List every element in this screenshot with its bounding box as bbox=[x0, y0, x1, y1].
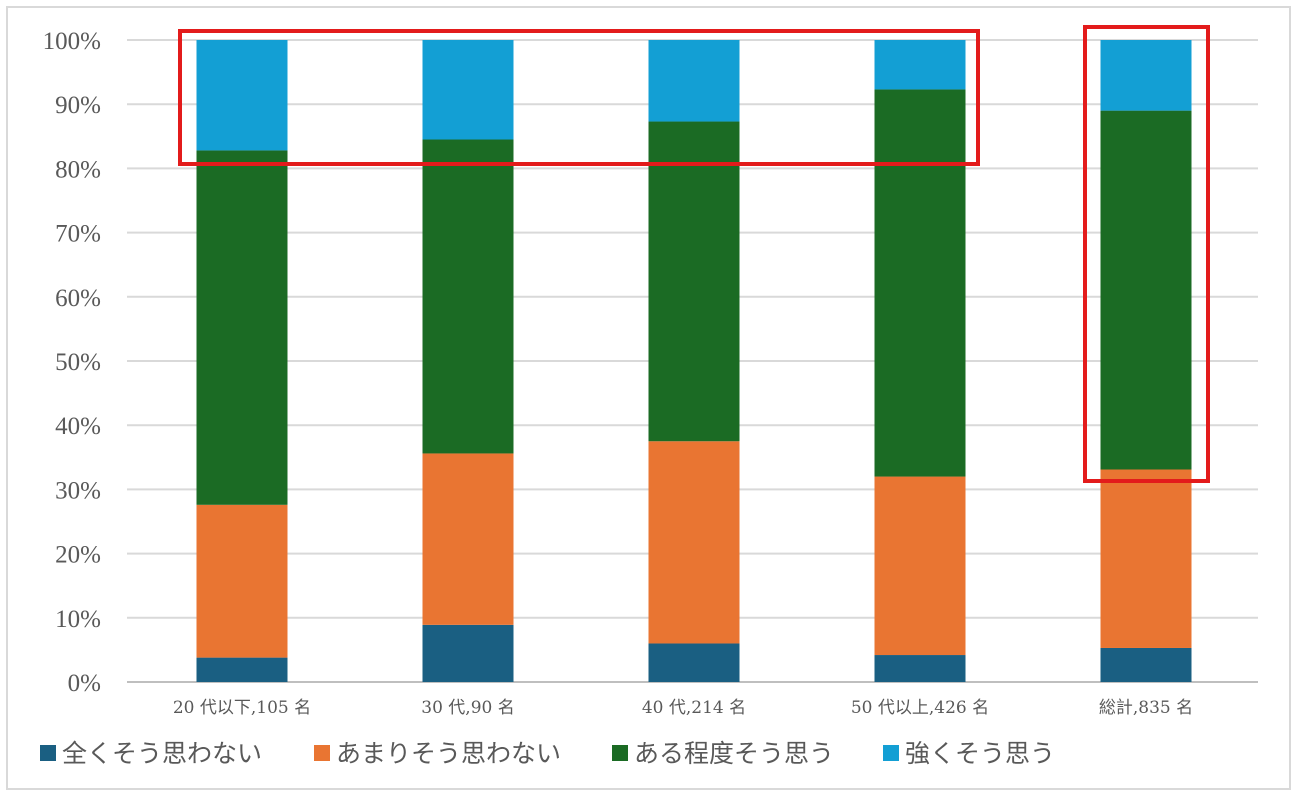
bar-segment bbox=[648, 441, 740, 644]
bar-segment bbox=[422, 40, 514, 140]
bar-segment bbox=[648, 643, 740, 682]
y-tick-label: 60% bbox=[55, 285, 101, 312]
legend-label: 全くそう思わない bbox=[62, 739, 262, 768]
y-tick-label: 70% bbox=[55, 221, 101, 248]
y-tick-label: 0% bbox=[68, 670, 101, 697]
bar-segment bbox=[874, 40, 966, 90]
x-category-label: 50 代以上,426 名 bbox=[851, 698, 989, 718]
legend-swatch bbox=[314, 745, 330, 761]
bar-segment bbox=[196, 657, 288, 682]
legend-swatch bbox=[612, 745, 628, 761]
bar-segment bbox=[1100, 647, 1192, 682]
bar-segment bbox=[874, 89, 966, 477]
bar-segment bbox=[422, 624, 514, 682]
y-tick-label: 30% bbox=[55, 477, 101, 504]
x-category-label: 30 代,90 名 bbox=[421, 698, 514, 718]
y-tick-label: 90% bbox=[55, 92, 101, 119]
y-tick-label: 80% bbox=[55, 156, 101, 183]
bar-segment bbox=[648, 121, 740, 442]
bar-segment bbox=[422, 139, 514, 454]
legend-label: あまりそう思わない bbox=[336, 739, 561, 768]
y-tick-label: 40% bbox=[55, 413, 101, 440]
highlight-box bbox=[1083, 25, 1210, 483]
y-tick-label: 10% bbox=[55, 606, 101, 633]
bar-segment bbox=[422, 453, 514, 625]
y-tick-label: 50% bbox=[55, 349, 101, 376]
bar-segment bbox=[1100, 110, 1192, 470]
x-category-label: 20 代以下,105 名 bbox=[173, 698, 311, 718]
y-tick-label: 20% bbox=[55, 542, 101, 569]
bar-segment bbox=[648, 40, 740, 122]
x-category-label: 総計,835 名 bbox=[1099, 698, 1193, 718]
legend-swatch bbox=[40, 745, 56, 761]
bar-segment bbox=[874, 655, 966, 682]
bar-segment bbox=[1100, 40, 1192, 111]
bar-segment bbox=[874, 476, 966, 656]
legend-label: ある程度そう思う bbox=[634, 739, 834, 768]
legend-swatch bbox=[883, 745, 899, 761]
bar-segment bbox=[196, 504, 288, 658]
bar-segment bbox=[1100, 469, 1192, 648]
y-tick-label: 100% bbox=[43, 28, 101, 55]
highlight-box bbox=[178, 29, 980, 166]
legend-label: 強くそう思う bbox=[905, 739, 1055, 768]
bar-segment bbox=[196, 150, 288, 505]
x-category-label: 40 代,214 名 bbox=[642, 698, 746, 718]
bar-segment bbox=[196, 40, 288, 151]
